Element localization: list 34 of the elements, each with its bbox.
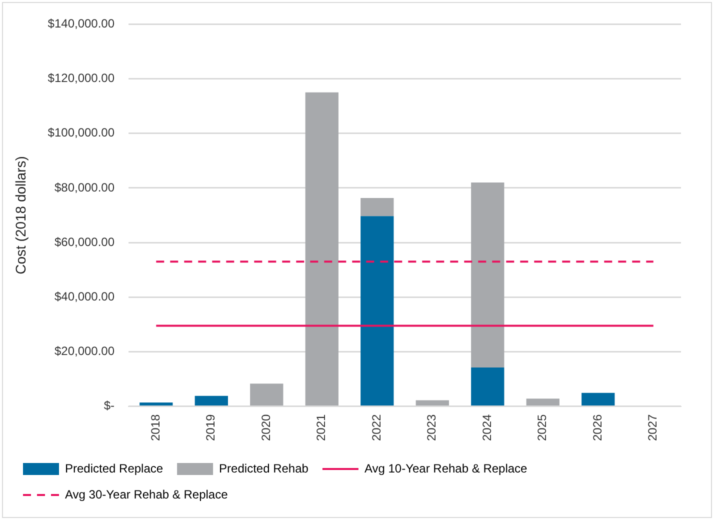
bar — [582, 392, 615, 406]
x-tick-label: 2024 — [480, 414, 494, 442]
legend-label: Avg 10-Year Rehab & Replace — [364, 461, 528, 476]
y-tick-label: $- — [104, 398, 115, 413]
bar — [416, 400, 449, 406]
bar — [526, 398, 560, 406]
y-tick-label: $40,000.00 — [54, 289, 115, 304]
bar — [471, 368, 504, 406]
legend-label: Predicted Replace — [65, 461, 164, 476]
x-tick-label: 2025 — [535, 414, 550, 442]
x-tick-label: 2021 — [314, 414, 328, 442]
x-tick-label: 2020 — [258, 414, 273, 442]
y-axis-title: Cost (2018 dollars) — [12, 156, 28, 274]
x-tick-label: 2027 — [646, 414, 660, 442]
bar — [250, 384, 284, 406]
x-tick-label: 2023 — [424, 414, 439, 442]
y-tick-label: $100,000.00 — [48, 126, 115, 140]
x-tick-label: 2026 — [590, 414, 604, 442]
y-tick-label: $60,000.00 — [54, 234, 115, 249]
x-tick-label: 2018 — [148, 414, 162, 442]
legend-label: Predicted Rehab — [219, 461, 309, 476]
y-tick-label: $140,000.00 — [48, 16, 115, 31]
y-tick-label: $20,000.00 — [54, 344, 115, 358]
legend-label: Avg 30-Year Rehab & Replace — [65, 487, 228, 502]
x-tick-label: 2019 — [204, 414, 218, 442]
bar — [360, 198, 394, 216]
bar — [360, 216, 394, 406]
x-tick-label: 2022 — [369, 414, 384, 442]
y-tick-label: $120,000.00 — [48, 71, 115, 86]
bar — [194, 396, 228, 406]
bar — [140, 402, 173, 406]
bar — [471, 182, 504, 368]
bar — [305, 92, 338, 406]
y-tick-label: $80,000.00 — [54, 180, 115, 194]
